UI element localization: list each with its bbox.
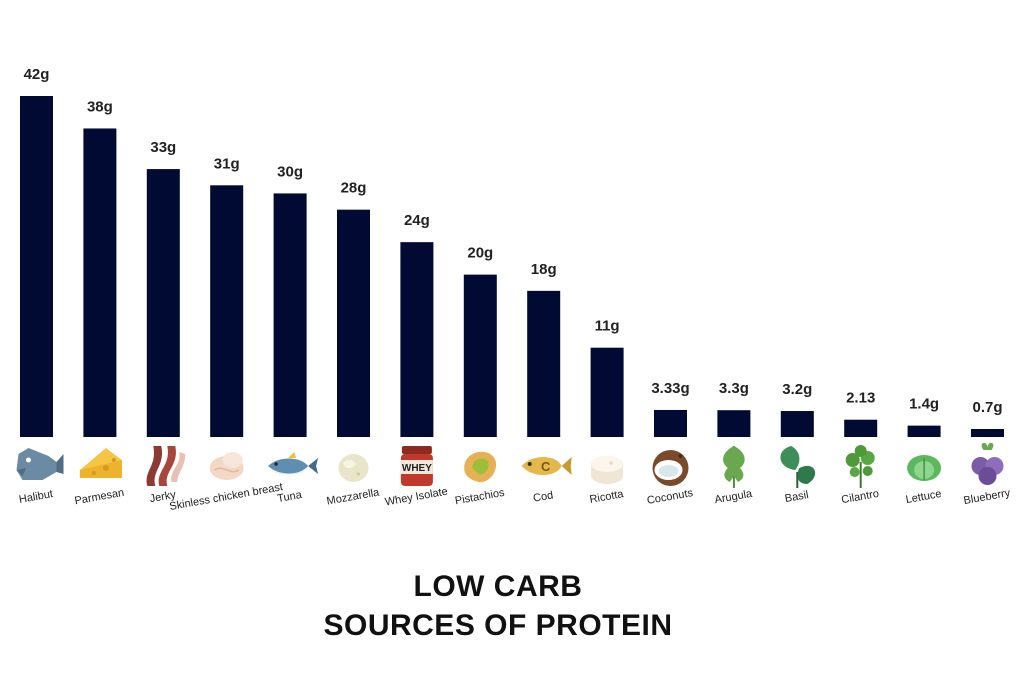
category-label-8: Pistachios	[454, 487, 506, 508]
halibut-icon	[16, 448, 64, 480]
blueberry-icon	[971, 442, 1004, 485]
bar-12	[717, 410, 751, 437]
jerky-icon	[146, 446, 186, 486]
lettuce-icon	[907, 455, 942, 481]
bar-8	[463, 274, 497, 437]
ricotta-icon	[591, 456, 624, 484]
value-label-9: 18g	[531, 261, 557, 278]
chart-title-line-2: SOURCES OF PROTEIN	[323, 609, 672, 642]
value-label-14: 2.13	[846, 390, 875, 407]
category-label-1: Halibut	[18, 488, 54, 506]
value-label-15: 1.4g	[909, 396, 939, 413]
chart-title-line-1: LOW CARB	[414, 570, 583, 603]
mozzarella-icon	[338, 454, 369, 482]
bar-3	[146, 169, 180, 438]
bar-14	[844, 419, 878, 437]
value-label-11: 3.33g	[651, 380, 689, 397]
category-label-4: Skinless chicken breast	[169, 481, 284, 513]
bar-7	[400, 242, 434, 437]
bar-16	[971, 429, 1004, 437]
bar-9	[527, 290, 561, 437]
category-label-13: Basil	[784, 489, 810, 505]
chicken-breast-icon	[209, 452, 244, 480]
category-label-3: Jerky	[149, 489, 177, 505]
value-label-16: 0.7g	[972, 399, 1002, 416]
value-label-7: 24g	[404, 212, 430, 229]
bar-10	[590, 347, 624, 437]
value-label-8: 20g	[467, 245, 493, 262]
category-label-6: Mozzarella	[326, 486, 381, 507]
category-label-5: Tuna	[276, 489, 303, 505]
category-label-14: Cilantro	[840, 488, 879, 506]
category-label-9: Cod	[532, 489, 554, 504]
category-label-7: Whey Isolate	[384, 486, 449, 509]
bar-4	[210, 185, 244, 437]
coconut-icon	[652, 450, 689, 486]
value-label-5: 30g	[277, 163, 303, 180]
value-label-10: 11g	[595, 318, 620, 335]
bar-5	[273, 193, 307, 437]
bar-11	[654, 409, 687, 437]
cod-icon: C	[521, 457, 572, 475]
category-label-12: Arugula	[714, 488, 754, 507]
cod-letter-text: C	[541, 459, 551, 474]
value-label-13: 3.2g	[782, 381, 812, 398]
cilantro-icon	[845, 445, 875, 488]
parmesan-icon	[79, 448, 122, 478]
bar-15	[907, 425, 941, 437]
value-label-4: 31g	[214, 155, 240, 172]
value-label-6: 28g	[341, 180, 367, 197]
value-label-2: 38g	[87, 98, 113, 115]
basil-icon	[780, 446, 816, 488]
category-label-11: Coconuts	[646, 487, 694, 507]
pistachio-icon	[464, 451, 497, 483]
category-label-2: Parmesan	[74, 487, 125, 508]
category-label-16: Blueberry	[963, 487, 1012, 507]
tuna-icon	[268, 452, 319, 475]
arugula-icon	[723, 446, 745, 488]
category-label-15: Lettuce	[905, 488, 943, 506]
category-label-10: Ricotta	[589, 488, 626, 506]
value-label-12: 3.3g	[719, 380, 749, 397]
value-label-1: 42g	[24, 66, 50, 83]
value-label-3: 33g	[150, 139, 176, 156]
bar-13	[780, 411, 814, 437]
whey-label-text: WHEY	[402, 463, 432, 474]
bar-6	[337, 209, 370, 437]
bar-1	[20, 96, 53, 437]
whey-jar-icon: WHEY	[400, 446, 433, 486]
bar-2	[83, 128, 117, 437]
